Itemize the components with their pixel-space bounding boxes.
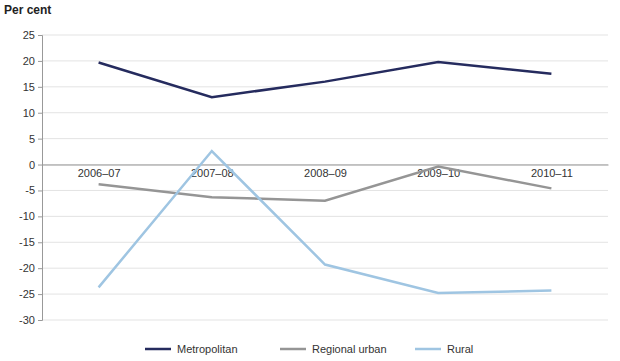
y-axis-line <box>38 36 43 321</box>
legend-swatch <box>415 348 441 351</box>
y-tick-mark <box>38 35 42 36</box>
legend: Metropolitan Regional urban Rural <box>145 343 473 355</box>
x-axis: 2006–072007–082008–092009–102010–11 <box>43 165 609 180</box>
x-tick: 2008–09 <box>304 165 347 180</box>
y-tick: -15 <box>19 236 42 248</box>
grid-line <box>42 320 608 321</box>
y-tick-mark <box>38 320 42 321</box>
x-tick: 2010–11 <box>531 165 573 180</box>
series-line <box>99 62 552 97</box>
y-tick-label: 0 <box>29 159 35 171</box>
x-tick-label: 2010–11 <box>531 167 573 179</box>
series-line <box>99 151 552 293</box>
chart: -30 -25 -20 -15 -10 -5 0 5 10 15 20 25 2006–072007–0… <box>0 0 620 361</box>
y-tick: 0 <box>29 159 42 171</box>
y-tick-label: 25 <box>23 29 35 41</box>
grid-line <box>42 35 608 36</box>
grid-line <box>42 112 608 113</box>
grid <box>42 35 608 320</box>
y-axis: -30 -25 -20 -15 -10 -5 0 5 10 15 20 25 <box>19 29 42 326</box>
y-tick-label: -25 <box>19 288 35 300</box>
x-axis-line <box>43 165 609 166</box>
y-tick-mark <box>38 216 42 217</box>
grid-line <box>42 138 608 139</box>
y-tick: 20 <box>23 55 42 67</box>
legend-label: Regional urban <box>312 343 387 355</box>
series-line <box>99 167 552 201</box>
y-tick-label: -5 <box>25 184 35 196</box>
grid-line <box>42 294 608 295</box>
grid-line <box>42 268 608 269</box>
y-tick: 15 <box>23 81 42 93</box>
lines <box>99 62 552 293</box>
x-tick-label: 2008–09 <box>304 167 347 179</box>
y-tick-label: -10 <box>19 210 35 222</box>
y-tick: -30 <box>19 314 42 326</box>
y-tick-label: 5 <box>29 133 35 145</box>
y-tick-mark <box>38 113 42 114</box>
x-tick-label: 2006–07 <box>78 167 121 179</box>
y-tick: -5 <box>25 184 42 196</box>
plot: -30 -25 -20 -15 -10 -5 0 5 10 15 20 25 2006–072007–0… <box>19 29 608 326</box>
y-tick-label: -30 <box>19 314 35 326</box>
y-tick-mark <box>38 165 42 166</box>
y-axis-title: Per cent <box>4 3 51 17</box>
y-tick-mark <box>38 61 42 62</box>
legend-swatch <box>280 348 306 351</box>
y-tick-mark <box>38 139 42 140</box>
legend-label: Rural <box>447 343 473 355</box>
y-tick: 25 <box>23 29 42 41</box>
legend-swatch <box>145 348 171 351</box>
grid-line <box>42 86 608 87</box>
y-tick-label: -15 <box>19 236 35 248</box>
y-tick: -20 <box>19 262 42 274</box>
y-tick-label: 15 <box>23 81 35 93</box>
y-tick-mark <box>38 268 42 269</box>
y-tick: 5 <box>29 133 42 145</box>
y-tick-label: 20 <box>23 55 35 67</box>
y-tick-mark <box>38 87 42 88</box>
y-tick: 10 <box>23 107 42 119</box>
grid-line <box>42 164 608 165</box>
y-tick: -25 <box>19 288 42 300</box>
legend-label: Metropolitan <box>177 343 238 355</box>
y-tick-mark <box>38 294 42 295</box>
grid-line <box>42 190 608 191</box>
x-tick: 2006–07 <box>78 165 121 180</box>
y-tick-label: 10 <box>23 107 35 119</box>
grid-line <box>42 60 608 61</box>
grid-line <box>42 242 608 243</box>
y-tick: -10 <box>19 210 42 222</box>
y-tick-label: -20 <box>19 262 35 274</box>
grid-line <box>42 216 608 217</box>
y-tick-mark <box>38 190 42 191</box>
y-tick-mark <box>38 242 42 243</box>
